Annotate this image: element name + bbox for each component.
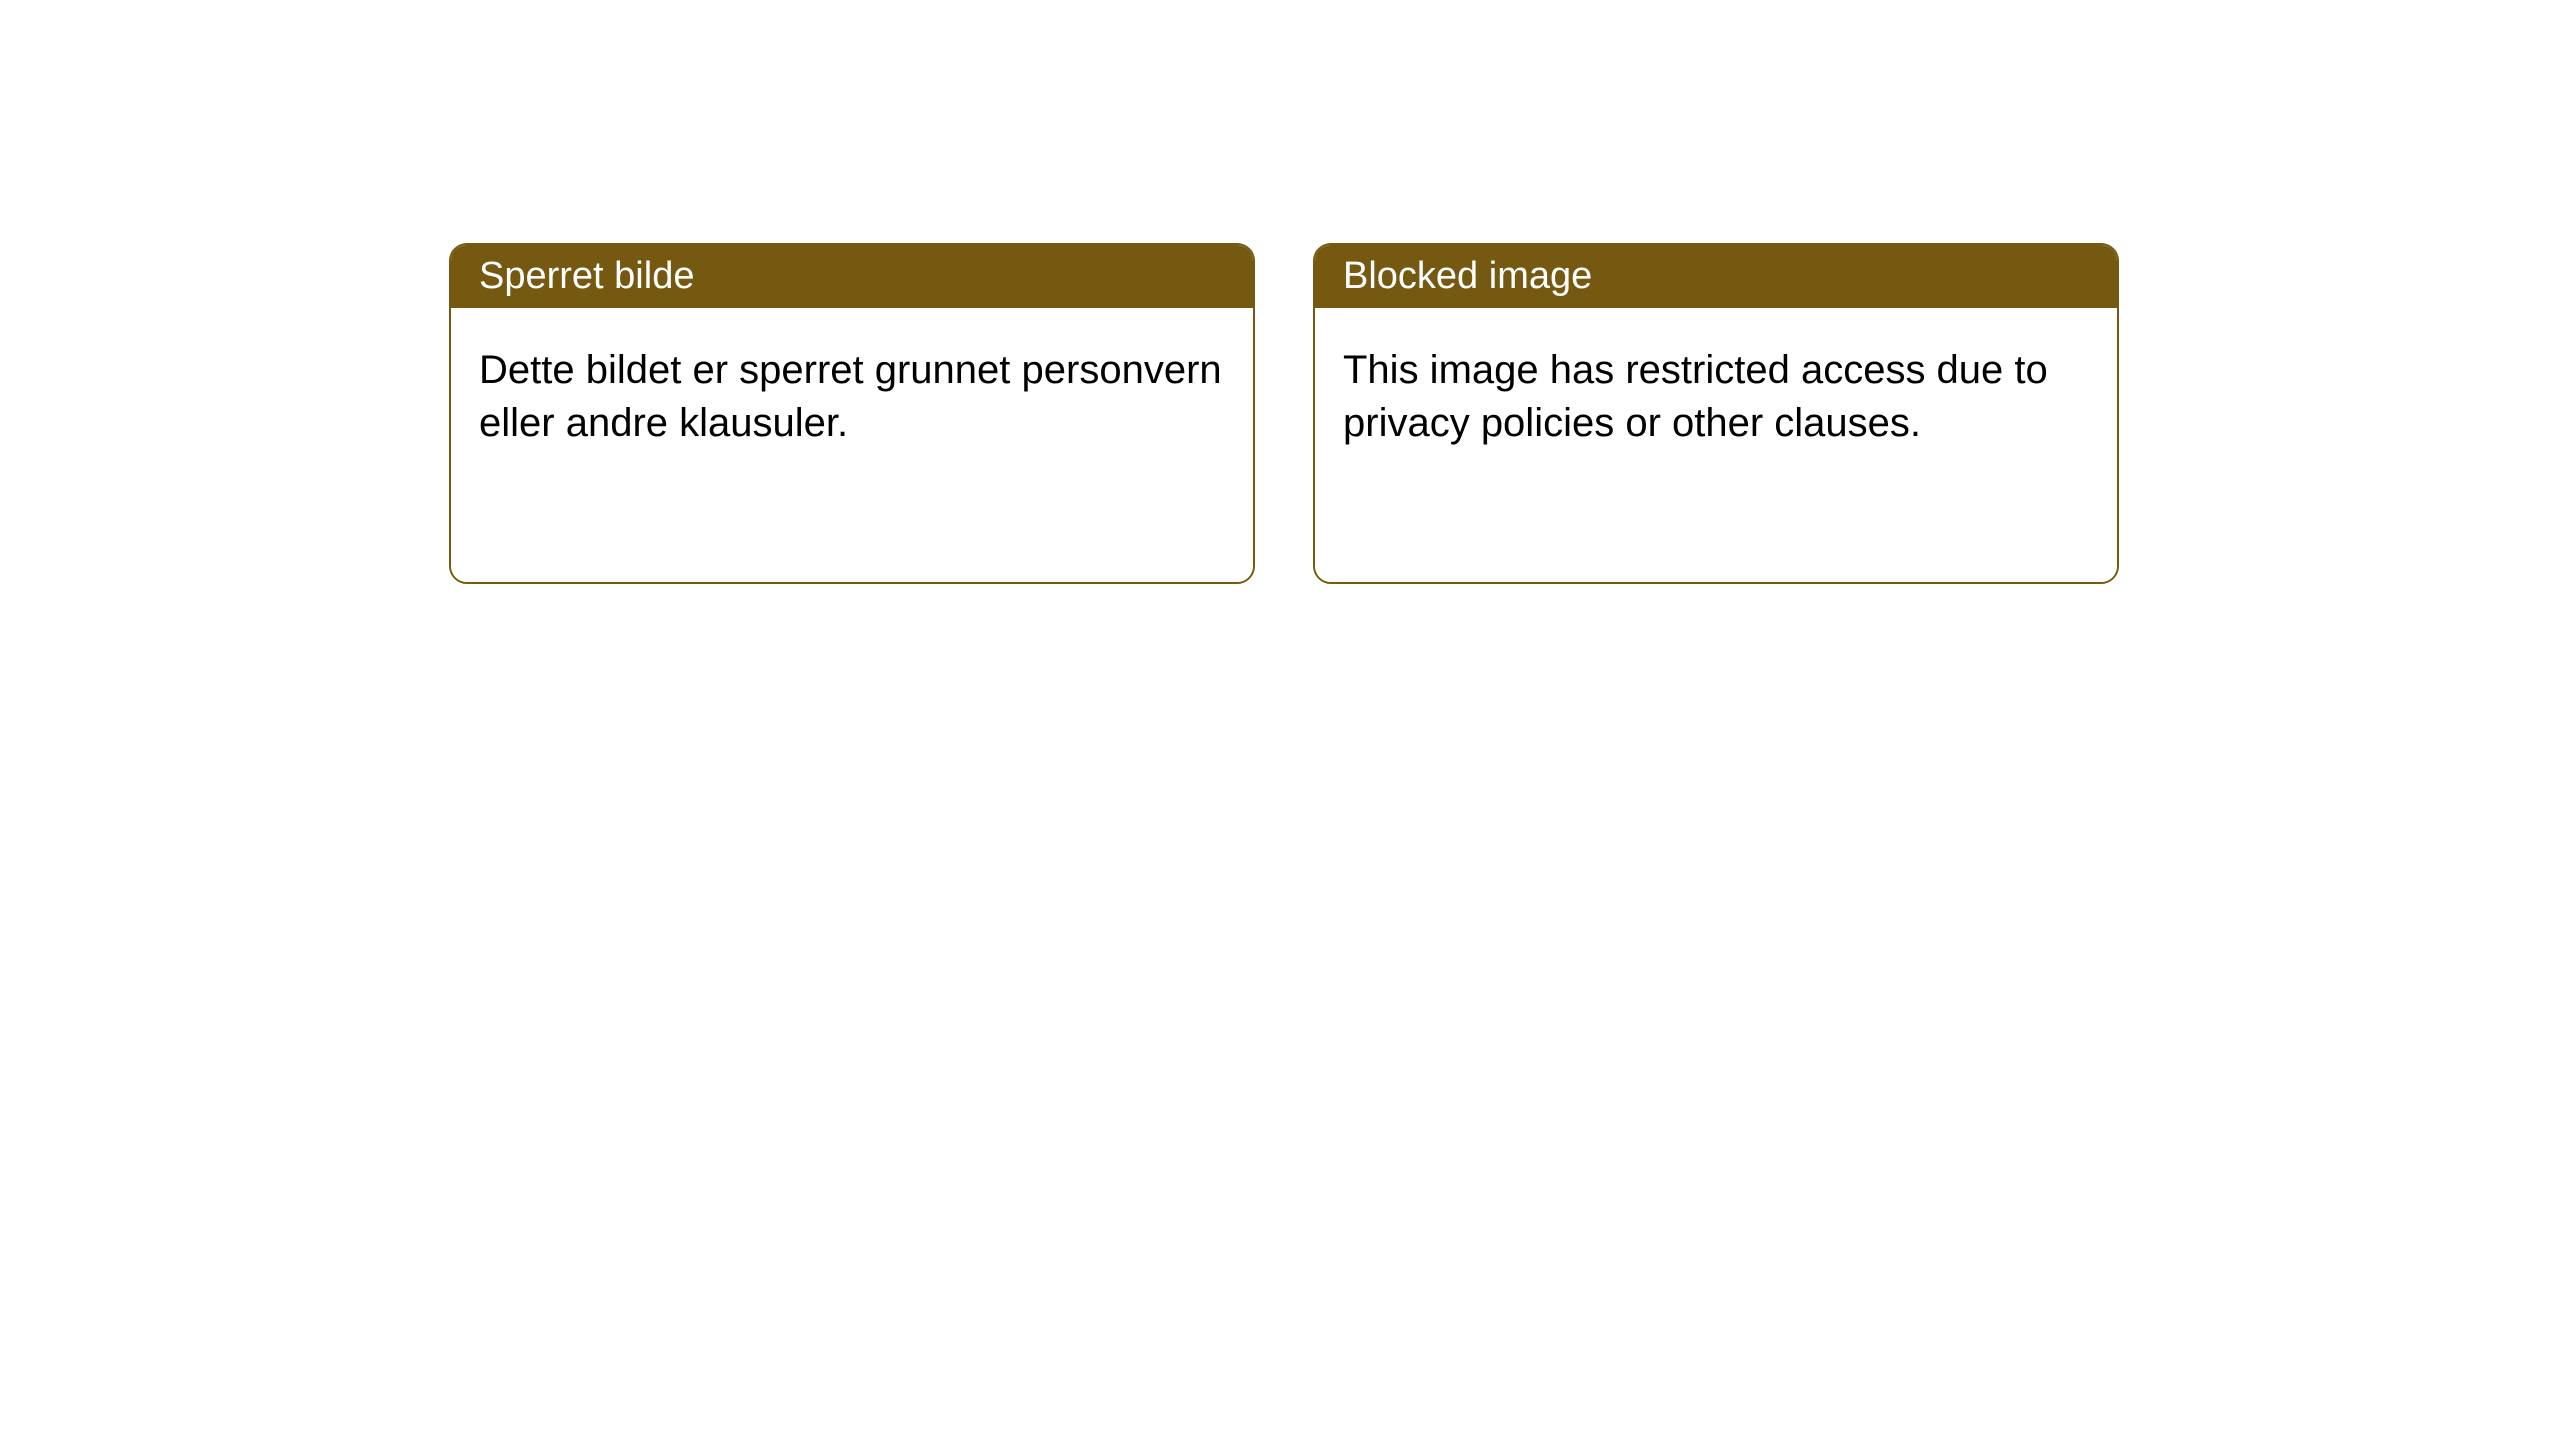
notice-text-en: This image has restricted access due to …: [1343, 348, 2048, 445]
notice-card-no: Sperret bilde Dette bildet er sperret gr…: [449, 243, 1255, 584]
notice-card-en: Blocked image This image has restricted …: [1313, 243, 2119, 584]
notice-container: Sperret bilde Dette bildet er sperret gr…: [449, 243, 2119, 584]
notice-text-no: Dette bildet er sperret grunnet personve…: [479, 348, 1222, 445]
notice-header-no: Sperret bilde: [451, 245, 1253, 308]
notice-header-en: Blocked image: [1315, 245, 2117, 308]
notice-title-en: Blocked image: [1343, 255, 1592, 297]
notice-body-en: This image has restricted access due to …: [1315, 308, 2117, 582]
notice-title-no: Sperret bilde: [479, 255, 694, 297]
notice-body-no: Dette bildet er sperret grunnet personve…: [451, 308, 1253, 582]
